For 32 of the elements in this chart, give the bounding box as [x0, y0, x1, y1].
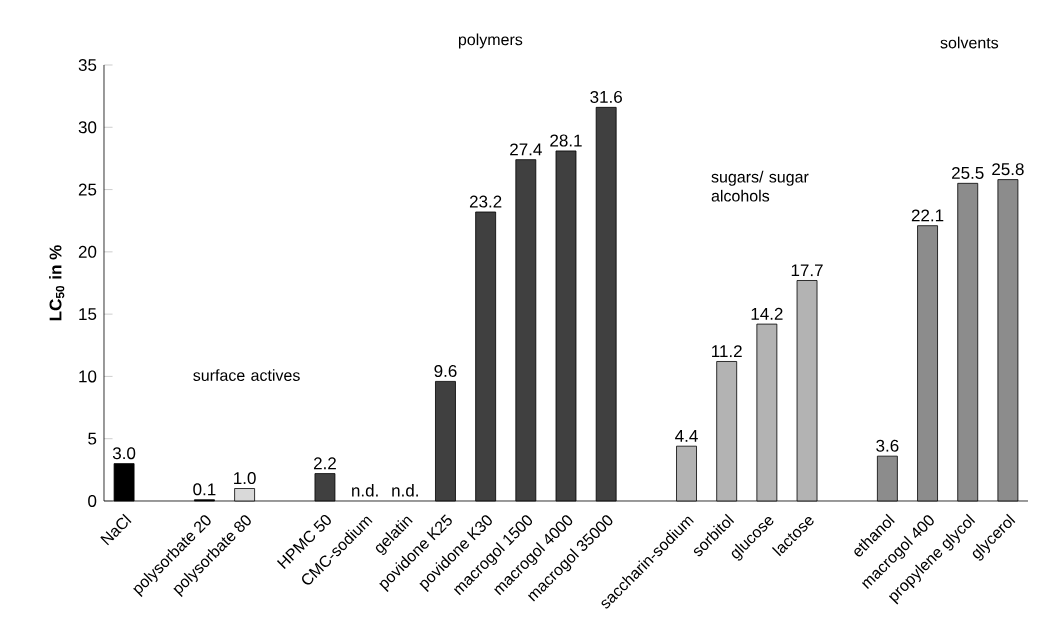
data-label: 14.2 — [751, 307, 783, 320]
text: n.d. — [352, 484, 378, 497]
y-tick-label: 5 — [88, 432, 97, 445]
y-tick-label: 15 — [79, 308, 97, 321]
data-label: 27.4 — [510, 143, 542, 156]
data-label: 9.6 — [434, 364, 457, 377]
y-tick-label: 0 — [88, 494, 97, 507]
data-label: 23.2 — [469, 195, 502, 208]
annotation: surface actives — [193, 369, 300, 381]
data-label: 3.6 — [876, 439, 899, 452]
y-tick-label: 10 — [79, 370, 97, 383]
text: polymers — [458, 33, 523, 49]
data-label: 4.4 — [675, 430, 698, 442]
annotation: sugars/ sugar alcohols — [711, 170, 809, 202]
data-label: 11.2 — [712, 345, 742, 358]
data-label: 25.8 — [992, 163, 1024, 176]
y-tick-label: 20 — [78, 245, 97, 258]
data-label: 25.5 — [952, 166, 984, 179]
y-tick-label: 35 — [78, 58, 97, 71]
data-label: 3.0 — [112, 447, 136, 460]
data-label: 28.1 — [550, 134, 582, 147]
text: solvents — [940, 36, 999, 49]
data-label: 2.2 — [313, 457, 336, 470]
data-label: 1.0 — [234, 472, 256, 485]
y-tick-label: 30 — [78, 121, 97, 134]
data-label: 17.7 — [791, 264, 823, 277]
data-label: 22.1 — [911, 209, 944, 222]
y-axis-title: LC$_{50}$ in % — [49, 245, 65, 321]
data-label: 31.6 — [590, 90, 622, 103]
data-label: 0.1 — [193, 483, 216, 496]
text: n.d. — [392, 484, 418, 497]
y-tick-label: 25 — [78, 183, 97, 196]
